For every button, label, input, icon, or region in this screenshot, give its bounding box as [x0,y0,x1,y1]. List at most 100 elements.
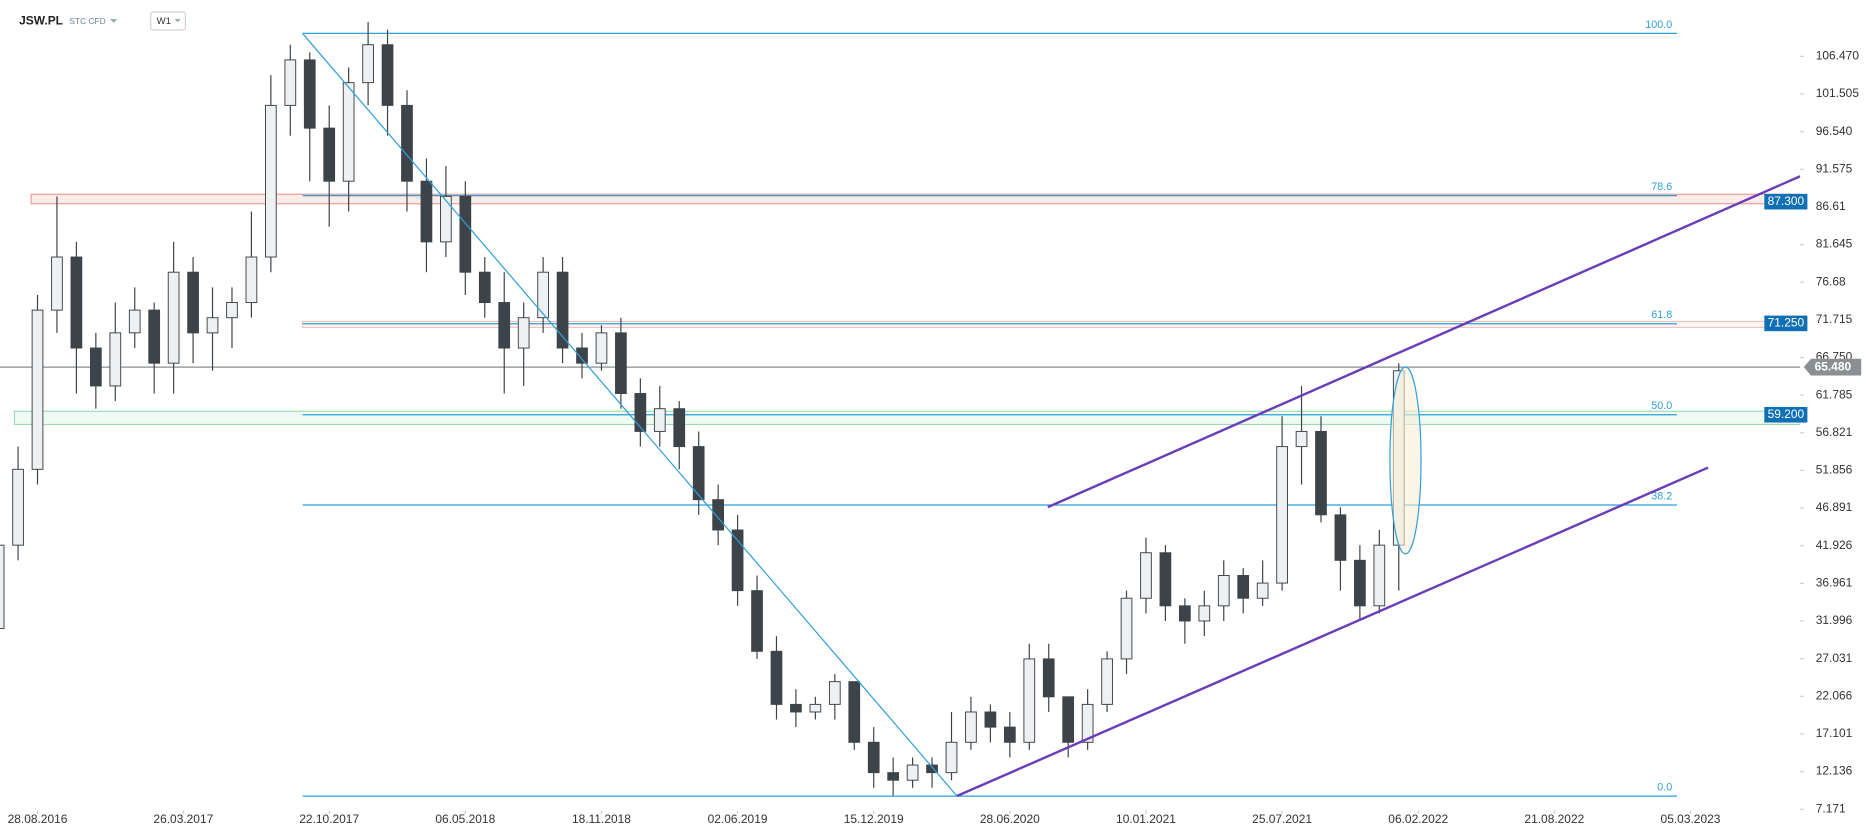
candle-body [187,271,199,334]
instrument: STC CFD [69,16,105,26]
candle-body [342,82,355,182]
y-tick-label: 106.470 [1816,48,1860,62]
fib-label: 0.0 [1657,782,1672,794]
candle-body [1101,658,1113,705]
candle-body [1295,430,1308,448]
x-tick-label: 26.03.2017 [153,812,213,826]
candle-body [148,309,161,364]
candle-body [576,347,588,364]
price-tag [1764,193,1808,210]
y-tick-label: 101.505 [1816,86,1860,100]
y-tick-label: 22.066 [1816,688,1853,702]
price-tag-label: 87.300 [1768,194,1805,208]
candle-body [1042,658,1055,698]
candle-body [731,529,744,592]
x-tick-label: 22.10.2017 [299,812,359,826]
dropdown-icon[interactable] [174,19,181,23]
candle-body [926,764,938,774]
x-tick-label: 02.06.2019 [708,812,768,826]
y-tick-label: 31.996 [1816,613,1853,627]
current-price-label: 65.480 [1815,359,1852,373]
x-tick-label: 25.07.2021 [1252,812,1312,826]
y-tick-label: 51.856 [1816,463,1853,477]
candle-body [1276,446,1288,584]
candle-body [420,180,433,243]
candle-body [1140,552,1152,599]
dropdown-icon[interactable] [110,19,118,23]
candle-body [1354,559,1366,607]
channel-lower [956,466,1709,798]
candle-body [1256,582,1269,599]
candle-body [751,590,763,652]
candle-body [284,59,297,106]
candle-body [206,317,219,334]
interval[interactable]: W1 [157,16,171,27]
fib-label: 38.2 [1651,490,1672,502]
candle-body [867,741,880,774]
channel-upper [1047,175,1801,509]
x-tick-label: 18.11.2018 [572,812,631,826]
drawings [302,33,1801,798]
candle-body [31,309,44,470]
candle-body [809,703,822,713]
x-tick-label: 10.01.2021 [1116,812,1176,826]
candle-body [245,256,258,304]
candle-body [1179,605,1191,622]
candle-body [790,703,802,713]
interval-button[interactable] [150,11,187,31]
candle-body [828,681,841,705]
candle-body [459,195,472,273]
x-tick-label: 28.06.2020 [980,812,1040,826]
candle-body [12,468,24,546]
support-zone [13,410,1801,425]
fib-label: 61.8 [1651,309,1672,321]
candles [0,21,1405,796]
x-tick-label: 05.03.2023 [1661,812,1721,826]
trend-line [302,33,958,797]
candle-body [440,195,452,243]
y-tick-label: 86.61 [1816,199,1846,213]
x-tick-label: 06.02.2022 [1388,812,1448,826]
x-tick-label: 28.08.2016 [8,812,68,826]
candle-body [848,681,861,743]
candle-body [965,711,977,743]
price-tag-label: 59.200 [1768,407,1805,421]
candle-body [265,104,277,258]
y-tick-label: 12.136 [1816,764,1853,778]
candle-body [109,332,122,387]
candle-body [70,256,83,349]
current-price-tag [1803,358,1862,376]
candle-body [984,711,997,728]
candle-body [906,764,919,781]
candle-body [51,256,63,311]
candle-body [1315,430,1327,516]
candle-body [1237,575,1250,599]
y-tick-label: 71.715 [1816,312,1853,326]
y-tick-label: 41.926 [1816,538,1853,552]
price-tag [1764,315,1808,332]
symbol: JSW.PL [19,14,63,28]
candle-body [167,271,180,364]
candle-body [1120,597,1133,660]
price-tag [1764,406,1808,423]
candle-body [945,741,958,774]
candle-body [673,408,686,448]
fib-label: 78.6 [1651,181,1672,193]
axis-background [1800,0,1866,832]
candle-body [1081,703,1094,743]
candle-body [517,317,530,349]
candle-body [653,408,666,432]
y-tick-label: 17.101 [1816,726,1853,740]
candle-body [1373,544,1386,607]
y-tick-label: 27.031 [1816,651,1853,665]
candle-body [1023,658,1036,743]
candle-body [478,271,491,304]
y-tick-label: 61.785 [1816,387,1853,401]
candle-body [1062,696,1075,743]
y-tick-label: 96.540 [1816,124,1853,138]
y-tick-label: 36.961 [1816,576,1853,590]
candle-body [1159,552,1172,607]
candle-body [537,271,549,319]
